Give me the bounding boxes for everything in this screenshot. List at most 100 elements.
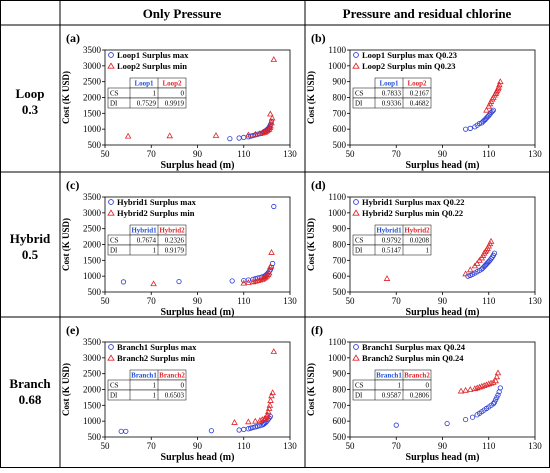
data-point-triangle <box>473 384 481 391</box>
table-cell: 1 <box>153 382 157 390</box>
table-row-label: DI <box>355 392 363 400</box>
table-cell: 0.7674 <box>137 237 157 245</box>
table-cell: 0.7529 <box>137 100 157 108</box>
table-col-label: Hybrid2 <box>404 227 430 235</box>
x-tick-label: 70 <box>147 441 157 451</box>
data-point-triangle <box>496 81 503 88</box>
data-point-triangle <box>166 132 174 139</box>
legend-marker-triangle <box>107 62 115 69</box>
data-point-triangle <box>265 405 273 411</box>
chart-panel-f: (f) 500 600 700 800 900 1000 1100 50 70 90 110 130 Su… <box>306 323 542 463</box>
x-tick-label: 130 <box>528 296 542 306</box>
table-row-label: DI <box>355 100 363 108</box>
data-point-triangle <box>487 237 495 244</box>
table-cell: 0.5147 <box>382 247 402 255</box>
data-point-circle <box>463 126 469 132</box>
legend-marker-circle <box>353 52 359 58</box>
table-row-label: CS <box>355 90 364 98</box>
table-row-label: DI <box>110 100 118 108</box>
table-cell: 0.7833 <box>382 90 402 98</box>
row-label-loop: Loop <box>16 86 45 101</box>
data-point-circle <box>236 135 242 141</box>
x-tick-label: 50 <box>101 441 111 451</box>
data-point-triangle <box>466 386 474 392</box>
x-tick-label: 110 <box>237 441 251 451</box>
data-point-circle <box>393 422 399 428</box>
legend-marker-circle <box>108 344 114 350</box>
y-tick-label: 3000 <box>83 353 102 363</box>
x-tick-label: 90 <box>438 296 448 306</box>
x-tick-label: 110 <box>237 149 251 159</box>
x-axis-label: Surplus head (m) <box>406 307 480 318</box>
x-tick-label: 110 <box>482 441 496 451</box>
y-tick-label: 1000 <box>328 61 347 71</box>
table-cell: 0.2806 <box>410 392 430 400</box>
table-cell: 1 <box>153 392 157 400</box>
series-triangle <box>383 237 495 281</box>
x-tick-label: 70 <box>147 149 157 159</box>
data-point-circle <box>245 426 251 432</box>
y-tick-label: 1000 <box>328 208 347 218</box>
table-row-label: CS <box>110 237 119 245</box>
x-tick-label: 110 <box>482 296 496 306</box>
data-point-triangle <box>240 279 248 286</box>
legend-marker-triangle <box>352 209 360 216</box>
data-point-triangle <box>492 377 499 384</box>
table-cell: 0.4682 <box>410 100 430 108</box>
data-point-circle <box>248 425 254 431</box>
data-point-triangle <box>473 260 481 266</box>
data-point-triangle <box>268 119 275 126</box>
y-tick-label: 600 <box>333 271 347 281</box>
data-point-triangle <box>483 106 490 113</box>
legend-marker-circle <box>353 199 359 205</box>
data-point-triangle <box>268 114 276 121</box>
series-triangle <box>124 56 278 139</box>
x-tick-label: 90 <box>193 441 203 451</box>
y-tick-label: 2000 <box>83 240 102 250</box>
data-point-circle <box>257 422 263 429</box>
x-tick-label: 110 <box>237 296 251 306</box>
legend-marker-circle <box>353 344 359 350</box>
chart-panel-a: (a) 500 1000 1500 2000 2500 3000 3500 50 70 90 110 1… <box>61 31 297 171</box>
table-cell: 1 <box>398 382 402 390</box>
series-circle <box>463 107 496 132</box>
panel-label: (c) <box>66 178 79 192</box>
data-point-triangle <box>124 132 132 139</box>
data-point-triangle <box>383 275 391 281</box>
y-axis-label: Cost (K USD) <box>306 363 316 416</box>
y-tick-label: 2500 <box>83 77 102 87</box>
y-tick-label: 500 <box>333 287 347 297</box>
data-point-triangle <box>478 382 486 389</box>
x-tick-label: 90 <box>193 149 203 159</box>
y-tick-label: 2000 <box>83 93 102 103</box>
y-axis-label: Cost (K USD) <box>306 71 316 124</box>
data-point-triangle <box>462 270 469 277</box>
y-tick-label: 1500 <box>83 400 102 410</box>
x-tick-label: 50 <box>346 149 356 159</box>
data-point-triangle <box>269 389 276 396</box>
data-point-triangle <box>150 280 157 287</box>
data-point-circle <box>490 107 496 113</box>
table-cell: 0 <box>426 382 430 390</box>
inset-table: Hybrid1 Hybrid2 CS 0.7674 0.2326 DI 1 0.9179 <box>107 224 187 256</box>
data-point-triangle <box>490 378 497 385</box>
y-tick-label: 700 <box>333 255 347 265</box>
data-point-circle <box>495 392 501 398</box>
data-point-triangle <box>265 269 273 276</box>
table-row <box>352 379 432 391</box>
y-tick-label: 500 <box>88 432 102 442</box>
x-tick-label: 130 <box>283 441 297 451</box>
x-tick-label: 50 <box>101 149 111 159</box>
table-col-label: Loop1 <box>379 80 399 88</box>
panel-label: (f) <box>311 323 323 337</box>
legend-label: Branch1 Surplus max <box>117 342 197 352</box>
table-cell: 0.0208 <box>410 237 430 245</box>
legend-marker-triangle <box>352 354 360 361</box>
panel-label: (a) <box>66 31 80 45</box>
data-point-circle <box>123 428 129 434</box>
x-tick-label: 50 <box>101 296 111 306</box>
legend-label: Loop2 Surplus min <box>117 61 187 71</box>
data-point-triangle <box>267 122 274 129</box>
data-point-triangle <box>245 418 252 425</box>
